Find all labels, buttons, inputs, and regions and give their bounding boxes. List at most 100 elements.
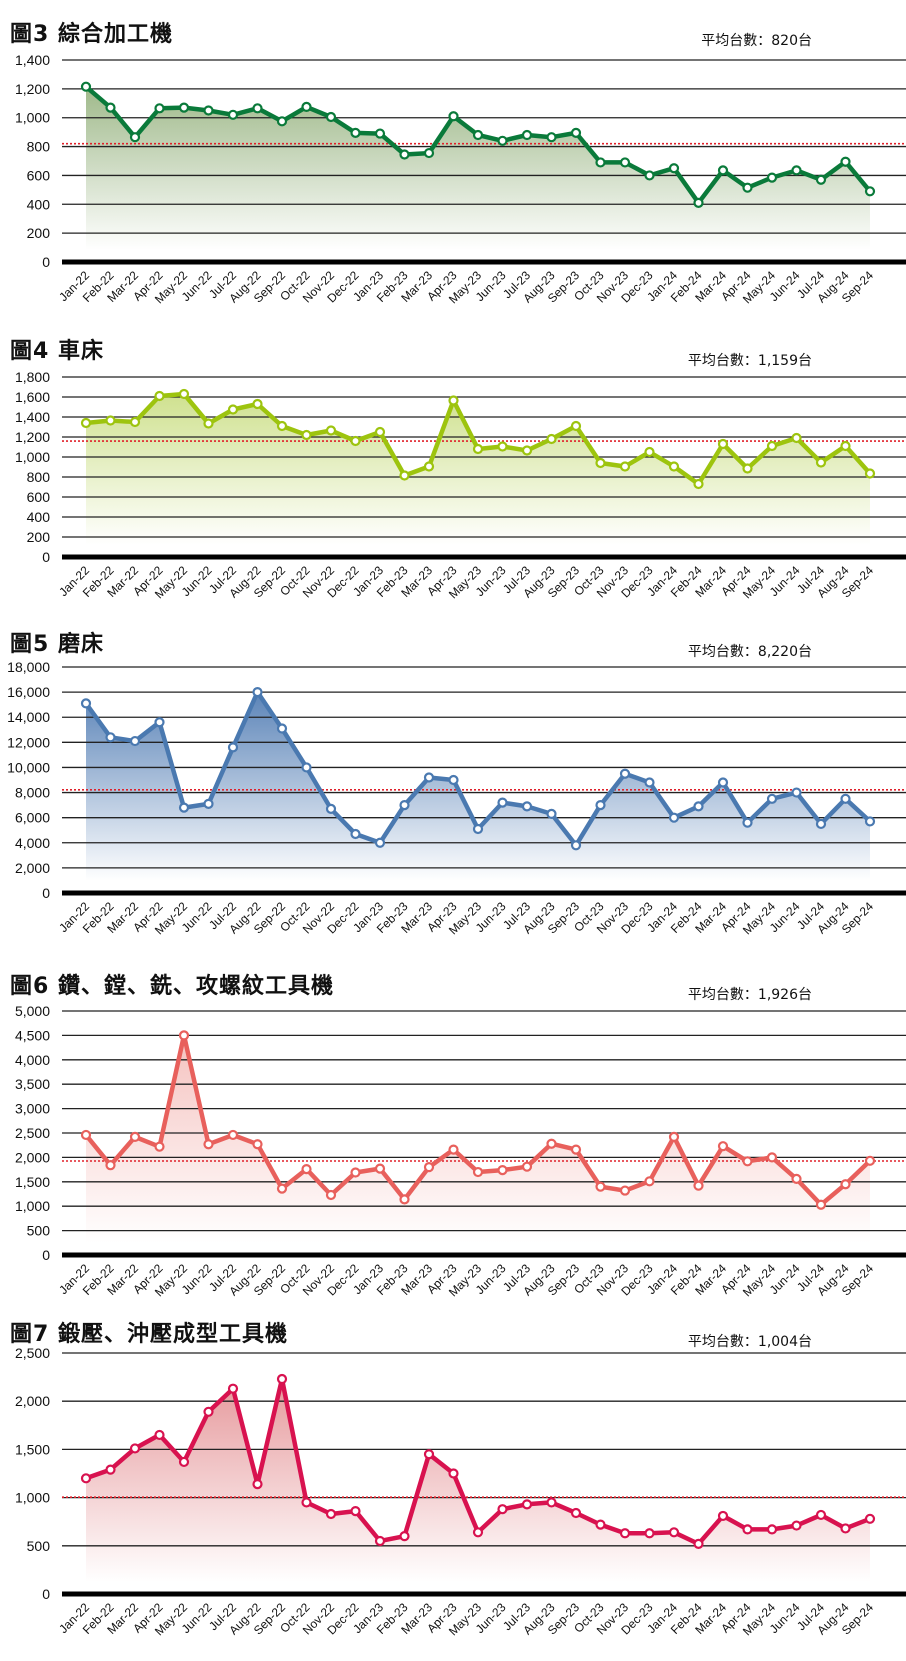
data-point-marker <box>178 1030 190 1041</box>
y-tick-label: 1,200 <box>15 81 50 97</box>
data-point-marker <box>742 817 753 828</box>
chart-title: 圖4 車床 <box>10 339 104 364</box>
data-point-marker <box>497 1164 508 1176</box>
data-point-marker <box>350 127 361 138</box>
data-point-marker <box>717 438 729 450</box>
y-tick-label: 1,400 <box>15 409 50 425</box>
data-point-marker <box>472 823 484 835</box>
data-point-marker <box>668 1131 680 1143</box>
data-point-marker <box>203 798 214 809</box>
data-point-marker <box>864 468 876 479</box>
data-point-marker <box>252 687 263 698</box>
data-point-marker <box>644 1528 655 1539</box>
data-point-marker <box>766 793 778 804</box>
data-point-marker <box>325 803 337 814</box>
data-point-marker <box>815 174 827 185</box>
data-point-marker <box>252 1139 263 1150</box>
data-point-marker <box>227 1129 239 1141</box>
data-point-marker <box>276 116 288 127</box>
data-point-marker <box>644 170 655 181</box>
data-point-marker <box>766 172 778 183</box>
data-point-marker <box>472 1527 484 1538</box>
data-point-marker <box>276 420 288 432</box>
y-tick-label: 16,000 <box>7 684 50 700</box>
data-point-marker <box>448 774 459 786</box>
data-point-marker <box>301 429 312 441</box>
data-point-marker <box>448 1144 459 1155</box>
y-tick-label: 1,000 <box>15 449 50 465</box>
data-point-marker <box>203 1406 214 1417</box>
chart-title: 圖5 磨床 <box>10 632 104 657</box>
data-point-marker <box>350 828 361 840</box>
data-point-marker <box>325 1189 337 1201</box>
data-point-marker <box>570 1507 582 1519</box>
y-tick-label: 200 <box>27 529 51 545</box>
data-point-marker <box>644 777 655 788</box>
data-point-marker <box>742 182 753 193</box>
y-tick-label: 14,000 <box>7 709 50 725</box>
data-point-marker <box>301 1164 312 1175</box>
y-tick-label: 400 <box>27 509 51 525</box>
y-tick-label: 200 <box>27 225 51 241</box>
data-point-marker <box>668 812 680 823</box>
data-point-marker <box>203 418 214 429</box>
data-point-marker <box>227 1383 239 1394</box>
data-point-marker <box>864 1155 876 1166</box>
data-point-marker <box>227 109 239 120</box>
area-fill <box>86 86 870 250</box>
data-point-marker <box>570 1144 582 1155</box>
area-fill <box>86 692 870 881</box>
data-point-marker <box>840 156 851 167</box>
data-point-marker <box>472 443 484 455</box>
data-point-marker <box>448 111 459 122</box>
data-point-marker <box>399 1194 410 1205</box>
data-point-marker <box>595 157 606 168</box>
data-point-marker <box>154 1141 165 1152</box>
data-point-marker <box>546 1497 557 1508</box>
y-tick-label: 2,500 <box>15 1125 50 1141</box>
data-point-marker <box>693 801 704 812</box>
data-point-marker <box>619 1528 631 1539</box>
data-point-marker <box>301 101 312 112</box>
data-point-marker <box>766 1152 778 1163</box>
data-point-marker <box>374 426 386 438</box>
y-tick-label: 0 <box>42 1586 50 1602</box>
data-point-marker <box>129 1131 141 1143</box>
data-point-marker <box>472 129 484 141</box>
data-point-marker <box>325 111 337 123</box>
data-point-marker <box>129 416 141 428</box>
data-point-marker <box>546 433 557 445</box>
data-point-marker <box>840 440 851 452</box>
data-point-marker <box>178 388 190 400</box>
data-point-marker <box>497 135 508 146</box>
area-fill <box>86 1379 870 1582</box>
data-point-marker <box>105 732 116 743</box>
data-point-marker <box>301 1497 312 1508</box>
y-tick-label: 12,000 <box>7 734 50 750</box>
data-point-marker <box>864 1513 876 1524</box>
data-point-marker <box>668 461 680 472</box>
data-point-marker <box>595 1181 606 1192</box>
data-point-marker <box>472 1166 484 1178</box>
y-tick-label: 1,000 <box>15 1198 50 1214</box>
y-tick-label: 4,000 <box>15 1052 50 1068</box>
y-tick-label: 4,000 <box>15 835 50 851</box>
y-tick-label: 3,500 <box>15 1076 50 1092</box>
data-point-marker <box>423 461 435 472</box>
data-point-marker <box>815 1199 827 1210</box>
data-point-marker <box>497 797 508 808</box>
data-point-marker <box>668 1527 680 1538</box>
data-point-marker <box>80 1129 92 1141</box>
data-point-marker <box>815 818 827 830</box>
area-fill <box>86 394 870 545</box>
data-point-marker <box>227 404 239 415</box>
data-point-marker <box>423 1162 435 1173</box>
y-tick-label: 2,000 <box>15 860 50 876</box>
data-point-marker <box>448 395 459 406</box>
data-point-marker <box>693 1538 704 1549</box>
y-tick-label: 1,500 <box>15 1174 50 1190</box>
y-tick-label: 6,000 <box>15 810 50 826</box>
data-point-marker <box>619 157 631 168</box>
